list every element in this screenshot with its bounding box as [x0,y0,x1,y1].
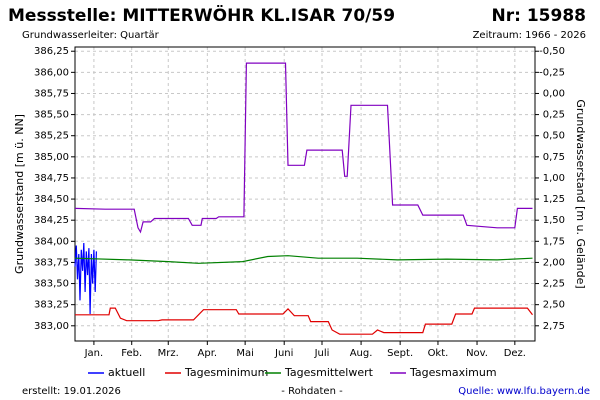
x-tick-label: Nov. [466,348,488,359]
x-tick-label: Feb. [121,348,142,359]
y-tick-label: 383,00 [34,321,69,332]
x-tick-label: Juni [274,348,293,359]
x-tick-label: Jan. [84,348,104,359]
y2-tick-label: -0,25 [539,67,565,78]
subtitle: Grundwasserleiter: Quartär [22,30,160,41]
x-tick-label: Mai [236,348,254,359]
x-tick-label: Aug. [350,348,373,359]
x-tick-label: Juli [314,348,330,359]
legend-label: Tagesmaximum [409,366,497,379]
y2-axis-label: Grundwasserstand [m u. Gelände] [574,99,587,288]
x-tick-label: Mrz. [158,348,179,359]
y2-tick-label: 2,50 [543,300,565,311]
x-tick-label: Apr. [198,348,218,359]
y-tick-label: 384,75 [34,173,69,184]
created-date: erstellt: 19.01.2026 [22,386,121,397]
y-tick-label: 385,50 [34,110,69,121]
y-tick-label: 386,00 [34,67,69,78]
raw-data-note: - Rohdaten - [281,386,343,397]
series-line [74,62,533,234]
y2-tick-label: 1,50 [543,215,565,226]
y2-tick-label: 1,25 [543,194,565,205]
source[interactable]: Quelle: www.lfu.bayern.de [458,386,590,397]
y2-tick-label: 1,75 [543,236,565,247]
chart-title: Messstelle: MITTERWÖHR KL.ISAR 70/59 [8,4,395,26]
period: Zeitraum: 1966 - 2026 [473,30,586,41]
y2-tick-label: 2,00 [543,257,565,268]
y2-tick-label: 2,25 [543,279,565,290]
series-line [75,307,533,335]
x-tick-label: Dez. [504,348,526,359]
y2-tick-label: 1,00 [543,173,565,184]
x-tick-label: Sept. [387,348,413,359]
series-line [74,255,533,264]
y2-tick-label: 0,25 [543,110,565,121]
y-tick-label: 386,25 [34,46,69,57]
y-tick-label: 384,50 [34,194,69,205]
y2-tick-label: 2,75 [543,321,565,332]
y-tick-label: 384,00 [34,236,69,247]
y-tick-label: 383,25 [34,300,69,311]
y-axis-label: Grundwasserstand [m ü. NN] [13,114,26,274]
series-line [74,242,97,315]
y-tick-label: 385,75 [34,88,69,99]
y-tick-label: 383,50 [34,279,69,290]
station-number: Nr: 15988 [492,6,586,26]
y-tick-label: 384,25 [34,215,69,226]
y-tick-label: 385,25 [34,131,69,142]
y2-tick-label: 0,75 [543,152,565,163]
legend-label: aktuell [108,366,145,379]
legend-label: Tagesminimum [184,366,268,379]
y2-tick-label: 0,50 [543,131,565,142]
y-tick-label: 383,75 [34,257,69,268]
y2-tick-label: -0,50 [539,46,565,57]
plot-frame [74,46,536,342]
x-tick-label: Okt. [428,348,449,359]
y-tick-label: 385,00 [34,152,69,163]
legend-label: Tagesmittelwert [284,366,374,379]
y2-tick-label: 0,00 [543,88,565,99]
